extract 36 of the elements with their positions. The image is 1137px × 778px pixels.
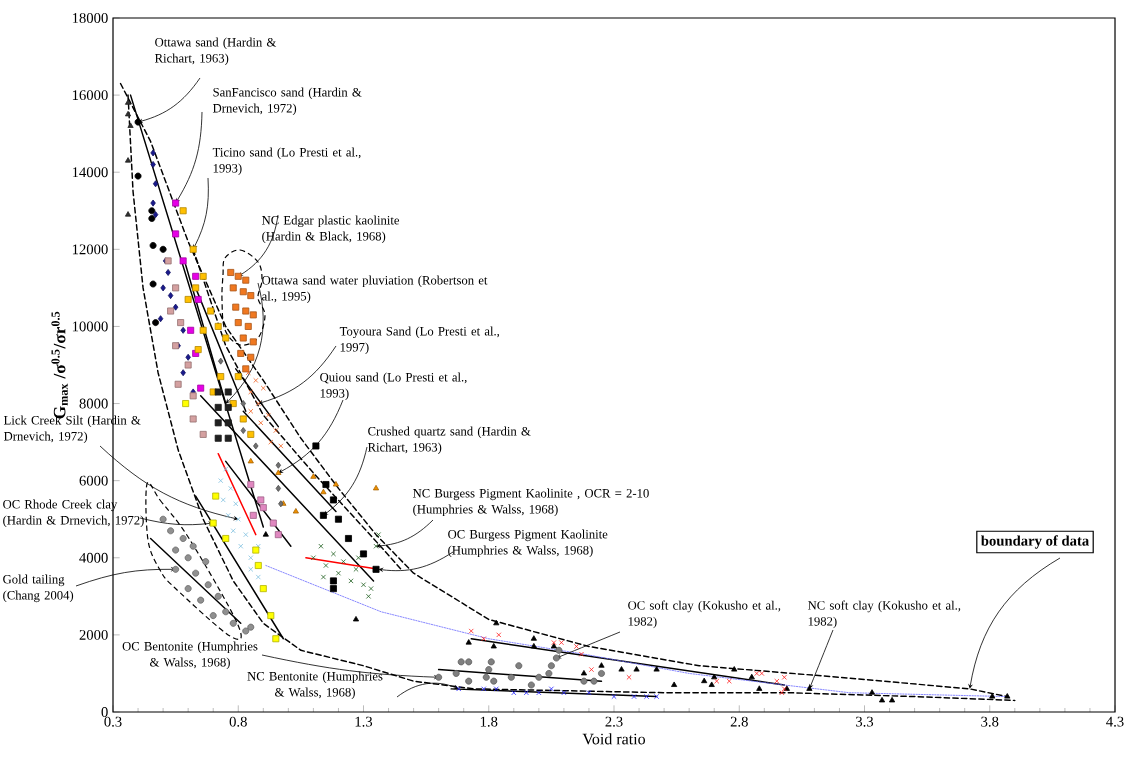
annotation: Toyoura Sand (Lo Presti et al., 1997) [339,326,500,355]
y-tick-label: 12000 [72,244,108,255]
y-tick-label: 8000 [79,398,108,409]
x-tick-label: 1.3 [355,716,373,727]
x-tick-label: 0.3 [104,716,122,727]
x-tick-label: 3.3 [856,716,874,727]
annotation: Quiou sand (Lo Presti et al., 1993) [320,372,467,401]
annotation: Ottawa sand water pluviation (Robertson et al., 1995) [262,275,488,304]
x-tick-label: 2.3 [605,716,623,727]
annotation: Ottawa sand (Hardin & Richart, 1963) [154,37,277,66]
annotation: NC soft clay (Kokusho et al., 1982) [807,600,961,629]
x-tick-label: 2.8 [730,716,748,727]
y-tick-label: 4000 [79,552,108,563]
x-axis-title: Void ratio [582,733,646,745]
annotation: NC Edgar plastic kaolinite (Hardin & Black, 1968) [261,215,400,244]
annotation: NC Bentonite (Humphries & Walss, 1968) [247,671,383,700]
annotation: Crushed quartz sand (Hardin & Richart, 1963) [367,426,531,455]
y-tick-label: 16000 [72,90,108,101]
y-tick-label: 10000 [72,321,108,332]
annotation: boundary of data [981,535,1089,549]
annotation: SanFancisco sand (Hardin & Drnevich, 1972) [212,87,362,116]
x-tick-label: 0.8 [229,716,247,727]
x-tick-label: 4.3 [1106,716,1124,727]
annotation: Ticino sand (Lo Presti et al., 1993) [212,147,361,176]
y-tick-label: 6000 [79,475,108,486]
annotation: Gold tailing (Chang 2004) [3,574,74,603]
x-tick-label: 3.8 [981,716,999,727]
y-tick-label: 18000 [72,13,108,23]
annotation: OC Bentonite (Humphries & Walss, 1968) [122,641,258,670]
annotation: NC Burgess Pigment Kaolinite , OCR = 2-10 (Humphries & Walss, 1968) [412,488,649,517]
x-tick-label: 1.8 [480,716,498,727]
y-tick-label: 0 [101,707,108,717]
y-tick-label: 14000 [72,167,108,178]
annotation: OC soft clay (Kokusho et al., 1982) [628,600,781,629]
annotation: OC Burgess Pigment Kaolinite (Humphries & Walss, 1968) [448,529,608,558]
y-tick-label: 2000 [79,629,108,640]
